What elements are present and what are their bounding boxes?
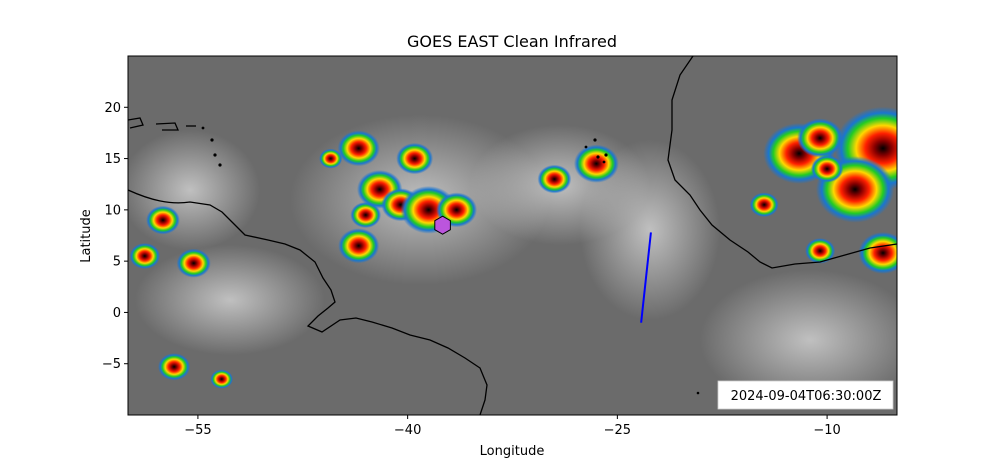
convective-cell-23 [805,238,836,264]
convective-cell-12 [337,130,380,167]
convective-cell-11 [396,142,434,175]
plot-area [128,56,897,415]
y-tick-label: −5 [102,357,121,372]
y-tick-label: 15 [104,152,121,167]
x-tick-label: −10 [813,423,840,438]
hexagon-marker [434,215,451,235]
convective-cell-1 [129,242,161,270]
convective-cell-13 [319,148,343,169]
chart-title: GOES EAST Clean Infrared [407,32,617,51]
convective-cell-2 [176,248,211,278]
x-tick-label: −25 [604,423,631,438]
convective-cell-15 [573,144,619,183]
convective-cell-5 [338,228,380,264]
y-tick-label: 10 [104,203,121,218]
x-tick-label: −55 [184,423,211,438]
convective-cell-22 [858,232,897,274]
hispaniola-coast [155,122,179,131]
convective-cell-20 [810,155,844,183]
convective-cell-6 [350,201,382,229]
convective-cells [129,106,897,389]
convective-cell-14 [537,164,572,194]
y-tick-label: 0 [113,306,121,321]
plot-frame [127,55,898,416]
y-tick-label: 20 [104,101,121,116]
cuba-coast [128,117,144,129]
y-axis-ticks: −5 0 5 10 15 20 [102,101,128,372]
x-axis-ticks: −55 −40 −25 −10 [184,415,841,438]
coastlines [128,56,897,415]
islands [201,126,700,395]
convective-cell-3 [158,353,191,381]
africa-coast [667,56,897,269]
y-tick-label: 5 [113,255,121,270]
south-america-coast [128,189,488,415]
timestamp-box: 2024-09-04T06:30:00Z [717,380,894,410]
timestamp-text: 2024-09-04T06:30:00Z [731,389,882,404]
y-axis-label: Latitude [79,209,94,263]
convective-cell-21 [749,192,779,218]
convective-cell-0 [146,205,180,235]
x-tick-label: −40 [394,423,421,438]
x-axis-label: Longitude [480,444,545,459]
convective-cell-17 [797,118,844,158]
track-line [640,232,652,323]
convective-cell-4 [210,369,234,389]
